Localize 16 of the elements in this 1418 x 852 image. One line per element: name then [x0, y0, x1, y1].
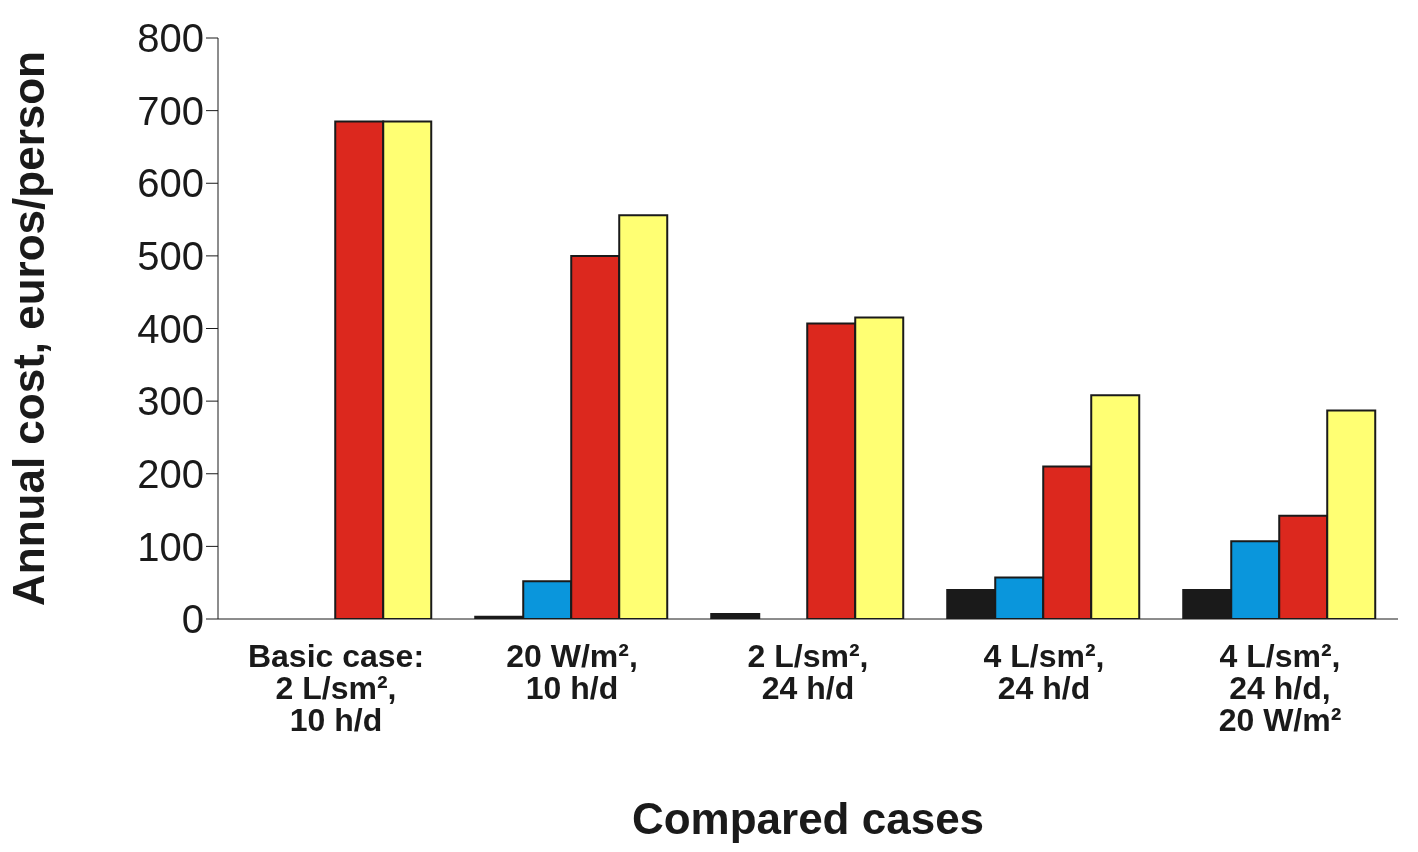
y-tick-label: 0: [181, 597, 204, 642]
y-tick-label: 700: [137, 88, 204, 133]
y-tick-label: 100: [137, 524, 204, 569]
y-tick-label: 200: [137, 451, 204, 496]
x-tick-label: 2 L/sm², 24 h/d: [747, 638, 869, 706]
y-tick-label: 500: [137, 234, 204, 279]
y-tick-label: 300: [137, 379, 204, 424]
x-axis-title: Compared cases: [631, 794, 985, 843]
y-tick-label: 800: [137, 16, 204, 61]
x-tick-label: Basic case: 2 L/sm², 10 h/d: [247, 638, 425, 738]
x-tick-label: 4 L/sm², 24 h/d, 20 W/m²: [1218, 638, 1342, 738]
y-tick-label: 400: [137, 306, 204, 351]
x-tick-label: 20 W/m², 10 h/d: [506, 638, 638, 706]
x-tick-label: 4 L/sm², 24 h/d: [983, 638, 1105, 706]
y-tick-label: 600: [137, 161, 204, 206]
y-axis-title: Annual cost, euros/person: [3, 51, 53, 606]
